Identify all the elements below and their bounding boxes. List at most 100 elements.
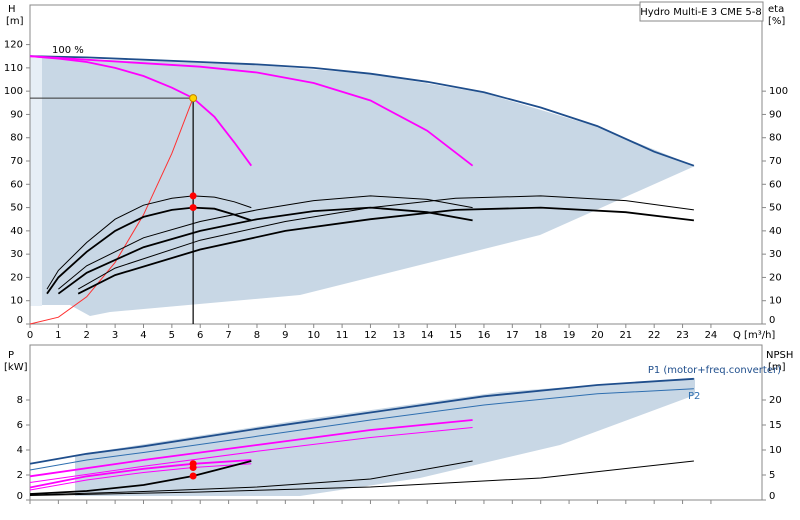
y2-tick-label: 100 bbox=[769, 86, 788, 97]
y-tick-label: 0 bbox=[17, 315, 23, 326]
x-tick-label: 19 bbox=[563, 330, 576, 341]
y2-tick-label: 30 bbox=[769, 249, 782, 260]
x-axis-label: Q [m³/h] bbox=[733, 330, 775, 341]
y-tick-label: 8 bbox=[17, 395, 23, 406]
x-tick-label: 22 bbox=[648, 330, 661, 341]
curve bbox=[46, 195, 252, 290]
plot-frame bbox=[29, 344, 763, 501]
y-tick-label: 120 bbox=[4, 40, 23, 51]
y2-axis-unit: [%] bbox=[768, 16, 785, 27]
y2-tick-label: 0 bbox=[769, 315, 775, 326]
title-box bbox=[639, 1, 764, 22]
y2-tick-label: 60 bbox=[769, 179, 782, 190]
y-tick-label: 0 bbox=[17, 491, 23, 502]
x-tick-label: 2 bbox=[84, 330, 90, 341]
y2-tick-label: 5 bbox=[769, 470, 775, 481]
curve bbox=[29, 377, 694, 465]
curve bbox=[58, 195, 473, 290]
y2-tick-label: 10 bbox=[769, 296, 782, 307]
x-tick-label: 20 bbox=[591, 330, 604, 341]
y2-tick-label: 10 bbox=[769, 445, 782, 456]
curve bbox=[29, 463, 252, 491]
y-axis-label: H bbox=[8, 4, 16, 15]
curve bbox=[29, 459, 252, 489]
y-tick-label: 100 bbox=[4, 86, 23, 97]
x-tick-label: 11 bbox=[336, 330, 349, 341]
y2-tick-label: 0 bbox=[769, 491, 775, 502]
y-tick-label: 90 bbox=[10, 109, 23, 120]
curve bbox=[29, 55, 474, 167]
x-tick-label: 21 bbox=[619, 330, 632, 341]
y-axis-unit: [m] bbox=[6, 16, 24, 27]
x-tick-label: 14 bbox=[421, 330, 434, 341]
y2-axis-unit: [m] bbox=[768, 362, 786, 373]
y2-axis-label: eta bbox=[768, 4, 784, 15]
operating-point bbox=[189, 464, 197, 471]
curve bbox=[29, 97, 194, 325]
range-shade bbox=[42, 58, 695, 316]
duty-point bbox=[189, 94, 198, 103]
x-tick-label: 15 bbox=[449, 330, 462, 341]
x-tick-label: 24 bbox=[705, 330, 718, 341]
x-tick-label: 3 bbox=[112, 330, 118, 341]
range-shade-light bbox=[30, 58, 42, 306]
y-tick-label: 6 bbox=[17, 420, 23, 431]
y-tick-label: 110 bbox=[4, 63, 23, 74]
y-tick-label: 2 bbox=[17, 470, 23, 481]
curve bbox=[29, 55, 695, 167]
x-tick-label: 5 bbox=[169, 330, 175, 341]
curve bbox=[29, 419, 473, 478]
y-tick-label: 4 bbox=[17, 445, 23, 456]
y2-tick-label: 15 bbox=[769, 420, 782, 431]
y2-axis-label: NPSH bbox=[766, 350, 793, 361]
curve bbox=[46, 206, 252, 295]
curve bbox=[29, 460, 252, 495]
chart-title: Hydro Multi-E 3 CME 5-8 bbox=[640, 7, 762, 18]
y2-tick-label: 80 bbox=[769, 133, 782, 144]
x-tick-label: 17 bbox=[506, 330, 519, 341]
y2-tick-label: 40 bbox=[769, 226, 782, 237]
plot-frame bbox=[29, 4, 763, 325]
x-tick-label: 7 bbox=[225, 330, 231, 341]
operating-point bbox=[189, 472, 197, 480]
x-tick-label: 10 bbox=[307, 330, 320, 341]
y-tick-label: 10 bbox=[10, 296, 23, 307]
y-tick-label: 20 bbox=[10, 272, 23, 283]
y-tick-label: 80 bbox=[10, 133, 23, 144]
curve bbox=[29, 55, 253, 167]
x-tick-label: 0 bbox=[27, 330, 33, 341]
x-tick-label: 23 bbox=[676, 330, 689, 341]
curve bbox=[77, 195, 694, 290]
curve bbox=[29, 388, 694, 471]
y-axis-unit: [kW] bbox=[4, 362, 28, 373]
curve bbox=[29, 460, 694, 496]
curve bbox=[57, 206, 473, 295]
x-tick-label: 4 bbox=[140, 330, 146, 341]
operating-point bbox=[189, 204, 197, 212]
y-tick-label: 50 bbox=[10, 203, 23, 214]
y2-tick-label: 90 bbox=[769, 109, 782, 120]
y-axis-label: P bbox=[8, 350, 14, 361]
y-tick-label: 70 bbox=[10, 156, 23, 167]
curve-label: P2 bbox=[688, 391, 700, 402]
x-tick-label: 16 bbox=[478, 330, 491, 341]
x-tick-label: 6 bbox=[197, 330, 203, 341]
y-tick-label: 60 bbox=[10, 179, 23, 190]
curve bbox=[77, 206, 695, 295]
x-tick-label: 13 bbox=[392, 330, 405, 341]
y2-tick-label: 70 bbox=[769, 156, 782, 167]
annotation: 100 % bbox=[52, 45, 84, 56]
curve-label: P1 (motor+freq.converter) bbox=[648, 365, 781, 376]
x-tick-label: 9 bbox=[282, 330, 288, 341]
x-tick-label: 1 bbox=[55, 330, 61, 341]
curve bbox=[29, 427, 473, 483]
operating-point bbox=[189, 192, 197, 200]
y2-tick-label: 20 bbox=[769, 395, 782, 406]
curve bbox=[29, 460, 473, 496]
y-tick-label: 40 bbox=[10, 226, 23, 237]
y-tick-label: 30 bbox=[10, 249, 23, 260]
x-tick-label: 18 bbox=[534, 330, 547, 341]
y2-tick-label: 50 bbox=[769, 203, 782, 214]
y2-tick-label: 20 bbox=[769, 272, 782, 283]
